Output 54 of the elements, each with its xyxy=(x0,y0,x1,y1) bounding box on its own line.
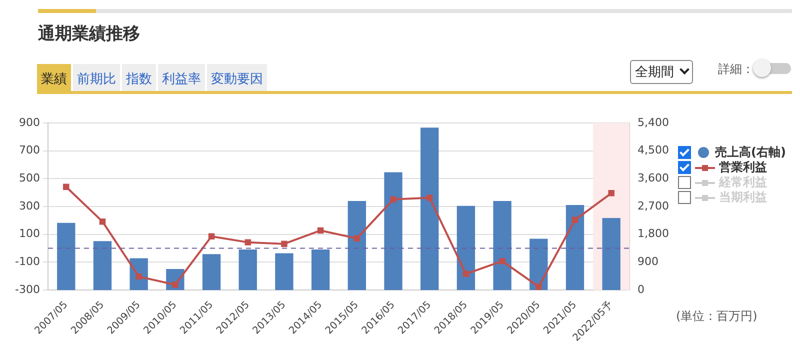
text: 業績 xyxy=(37,64,71,94)
y-tick-label: -300 xyxy=(14,282,40,296)
text: (単位：百万円) xyxy=(676,308,758,325)
y2-tick-label: 1,800 xyxy=(638,227,670,240)
y2-tick-label: 4,500 xyxy=(638,144,670,157)
bar xyxy=(275,253,294,290)
bar xyxy=(348,200,366,290)
legend-label: 売上高(右軸) xyxy=(715,144,786,160)
text: 変動要因 xyxy=(207,64,267,94)
point xyxy=(317,227,324,234)
point xyxy=(390,196,396,203)
y2-tick-label: 3,600 xyxy=(638,172,670,185)
text: 全期間 xyxy=(630,60,694,84)
y-tick-label: 100 xyxy=(18,227,40,240)
bar xyxy=(602,218,620,290)
bar xyxy=(202,254,221,290)
point xyxy=(172,282,178,288)
y2-tick-label: 5,400 xyxy=(638,116,670,129)
bar xyxy=(57,222,76,290)
bar xyxy=(566,204,584,290)
text: 前期比 xyxy=(73,64,120,94)
point xyxy=(462,270,470,278)
point xyxy=(63,184,70,190)
y2-tick-label: 0 xyxy=(638,282,645,296)
point xyxy=(208,233,215,240)
y-tick-label: -100 xyxy=(14,255,40,268)
bar xyxy=(493,200,512,290)
bar xyxy=(238,250,257,290)
bar xyxy=(311,250,330,290)
bar xyxy=(456,206,476,290)
point xyxy=(244,239,251,246)
bar xyxy=(93,241,112,290)
point xyxy=(99,218,106,225)
y-tick-label: 300 xyxy=(18,199,40,212)
point xyxy=(354,235,360,242)
bar xyxy=(384,172,402,290)
point xyxy=(608,190,614,196)
text: 指数 xyxy=(122,64,156,94)
point xyxy=(281,240,288,247)
legend-label: 営業利益 xyxy=(719,159,767,176)
text: 利益率 xyxy=(158,64,205,94)
point xyxy=(572,216,578,224)
y2-tick-label: 2,700 xyxy=(638,199,670,212)
point xyxy=(499,258,506,264)
y2-tick-label: 900 xyxy=(638,255,659,268)
y-tick-label: 900 xyxy=(18,116,40,129)
chart-title: 通期業績推移 xyxy=(38,23,140,45)
bar xyxy=(420,128,439,290)
y-tick-label: 500 xyxy=(18,172,40,185)
point xyxy=(426,194,433,201)
text: 詳細： xyxy=(718,61,754,78)
point xyxy=(536,284,542,290)
y-tick-label: 700 xyxy=(18,144,40,157)
point xyxy=(136,273,142,280)
